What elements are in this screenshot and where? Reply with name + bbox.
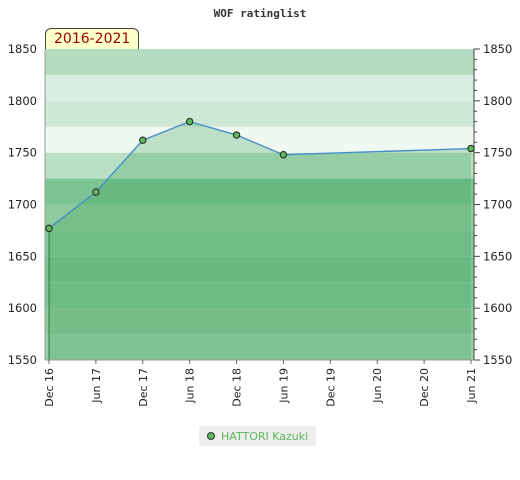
- x-tick-label: Jun 19: [277, 368, 290, 404]
- background-band: [45, 334, 474, 360]
- x-axis: Dec 16 Jun 17 Dec 17 Jun 18 Dec 18 Jun 19 Dec …: [43, 360, 478, 407]
- y-tick-label-left: 1600: [8, 301, 37, 315]
- x-tick-label: Jun 21: [465, 368, 478, 404]
- rating-point[interactable]: [139, 136, 147, 144]
- y-tick-label-left: 1700: [8, 198, 37, 212]
- y-tick-label-right: 1650: [483, 249, 512, 263]
- rating-area: [49, 121, 471, 360]
- y-tick-label-right: 1550: [483, 353, 512, 367]
- x-tick-label: Jun 17: [90, 368, 103, 404]
- background-band: [45, 126, 474, 153]
- y-tick-label-right: 1750: [483, 146, 512, 160]
- y-tick-label-right: 1850: [483, 42, 512, 56]
- y-tick-label-right: 1800: [483, 94, 512, 108]
- background-band: [45, 100, 474, 127]
- x-tick-label: Dec 16: [43, 368, 56, 407]
- background-band: [45, 152, 474, 179]
- background-band: [45, 308, 474, 335]
- rating-point[interactable]: [92, 188, 100, 196]
- y-tick-label-right: 1700: [483, 198, 512, 212]
- x-tick-label: Jun 20: [371, 368, 384, 404]
- y-tick-label-left: 1750: [8, 146, 37, 160]
- legend-marker-icon: [207, 432, 215, 440]
- y-tick-label-left: 1850: [8, 42, 37, 56]
- rating-area-fill: [49, 121, 471, 360]
- x-tick-label: Dec 19: [324, 368, 337, 407]
- legend-label: HATTORI Kazuki: [221, 429, 309, 443]
- background-band: [45, 230, 474, 257]
- chart-title: WOF ratinglist: [214, 7, 307, 20]
- background-band: [45, 49, 474, 75]
- rating-point[interactable]: [185, 117, 194, 126]
- y-tick-label-left: 1650: [8, 249, 37, 263]
- rating-point[interactable]: [45, 224, 53, 233]
- period-badge: 2016-2021: [45, 28, 140, 49]
- background-band: [45, 74, 474, 101]
- y-tick-label-left: 1800: [8, 94, 37, 108]
- x-tick-label: Dec 18: [231, 368, 244, 407]
- rating-point[interactable]: [279, 151, 288, 159]
- background-bands: [45, 49, 474, 360]
- rating-markers: [45, 117, 475, 233]
- rating-point[interactable]: [467, 144, 475, 153]
- y-axis-right: 1550 1600 1650 1700 1750 1800 1850: [474, 42, 512, 367]
- y-tick-label-left: 1550: [8, 353, 37, 367]
- y-tick-label-right: 1600: [483, 301, 512, 315]
- x-tick-label: Dec 17: [137, 368, 150, 407]
- background-band: [45, 178, 474, 205]
- x-tick-label: Jun 18: [184, 368, 197, 404]
- background-band: [45, 282, 474, 309]
- y-axis-left: 1550 1600 1650 1700 1750 1800 1850: [8, 42, 37, 367]
- background-band: [45, 256, 474, 283]
- legend[interactable]: HATTORI Kazuki: [199, 426, 317, 446]
- x-tick-label: Dec 20: [418, 368, 431, 407]
- rating-point[interactable]: [232, 131, 241, 139]
- background-band: [45, 204, 474, 231]
